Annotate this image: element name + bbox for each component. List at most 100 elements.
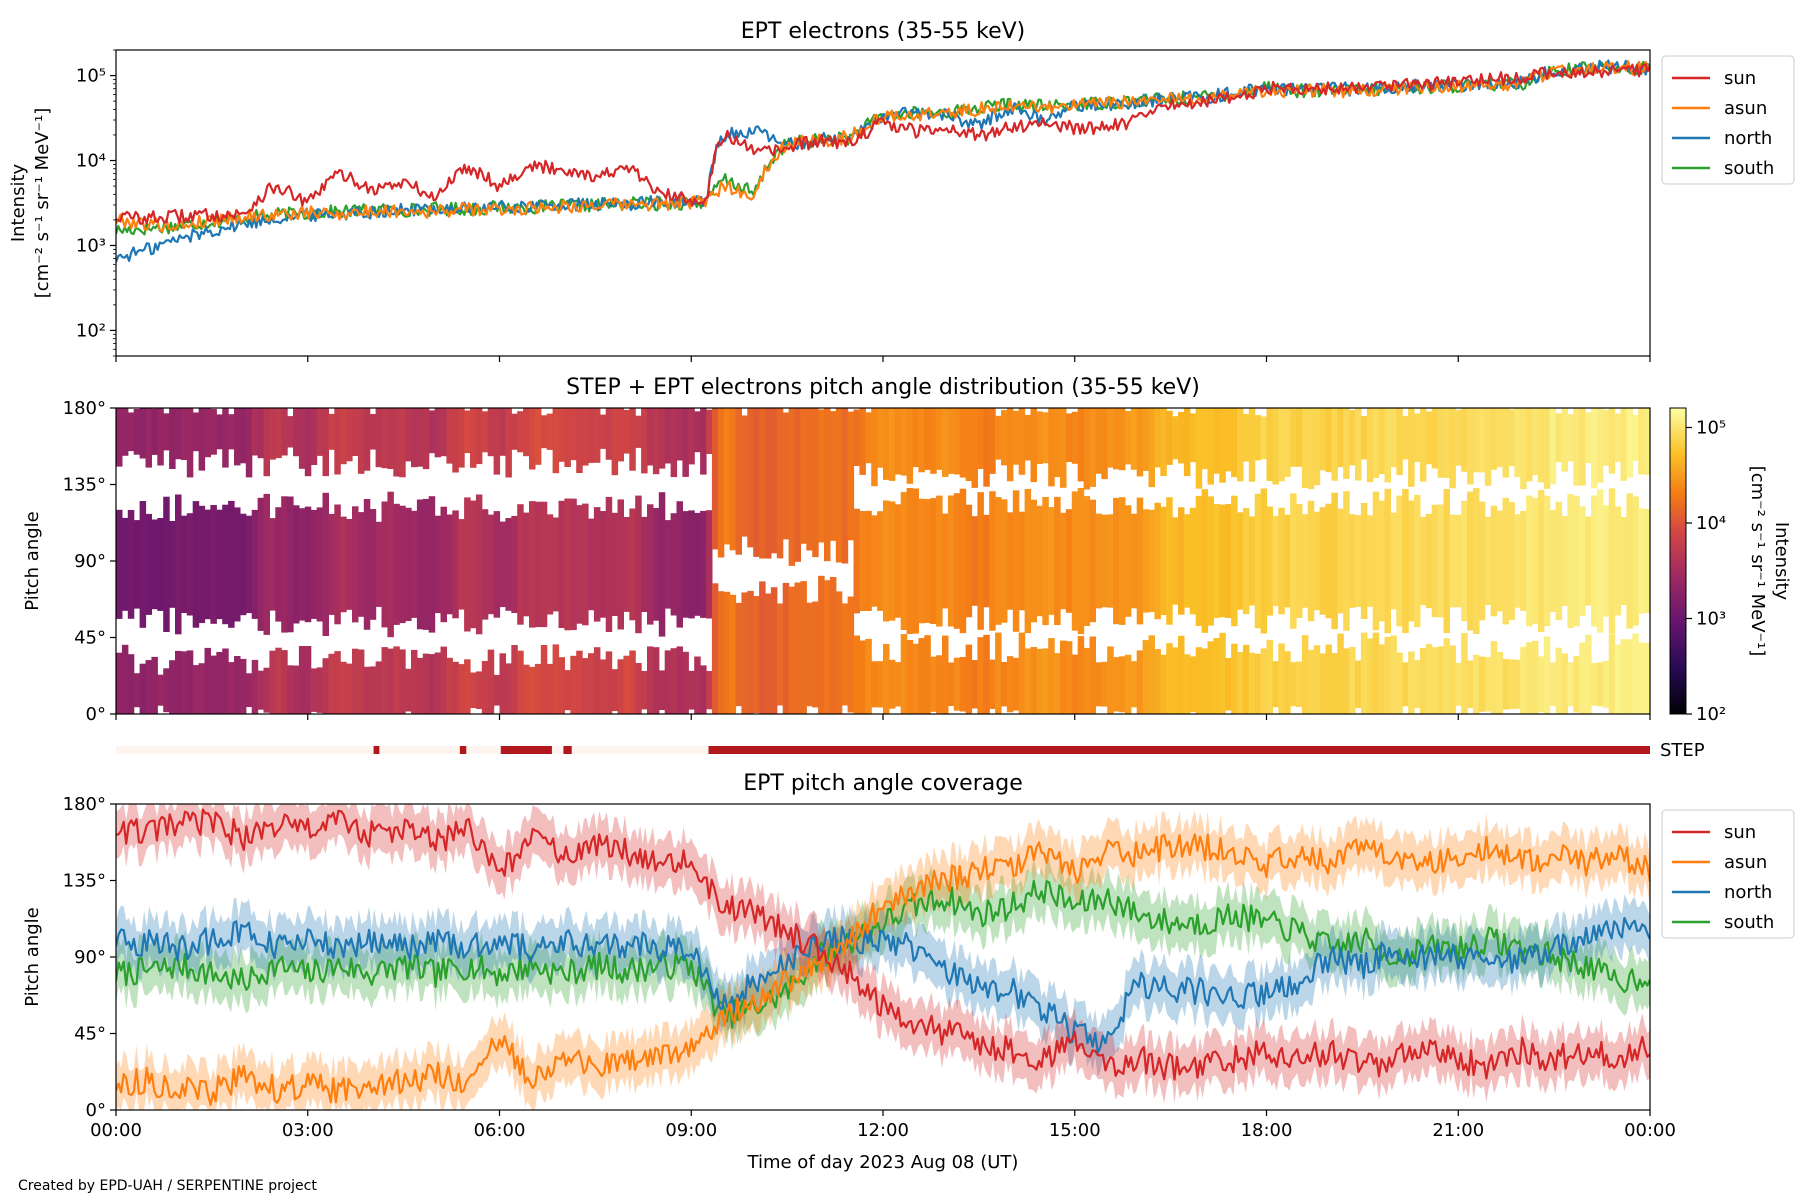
- pad-cell: [481, 411, 489, 453]
- pad-cell: [770, 408, 778, 554]
- pad-cell: [1508, 659, 1515, 710]
- pad-cell: [257, 670, 265, 710]
- pad-cell: [1036, 411, 1043, 464]
- pad-cell: [281, 650, 288, 714]
- pad-cell: [1467, 408, 1474, 485]
- pad-cell: [169, 521, 176, 608]
- pad-cell: [1455, 409, 1462, 466]
- coverage-xtick-label: 00:00: [1624, 1120, 1676, 1141]
- pad-cell: [434, 515, 442, 614]
- pad-cell: [316, 667, 324, 713]
- pad-cell: [989, 659, 996, 709]
- pad-cell: [599, 511, 607, 618]
- pad-cell: [859, 511, 866, 611]
- pad-cell: [387, 648, 394, 714]
- pad-cell: [552, 644, 560, 714]
- pad-cell: [1520, 511, 1527, 611]
- pad-cell: [670, 408, 678, 478]
- pad-cell: [942, 635, 949, 714]
- step-label: STEP: [1660, 740, 1705, 761]
- pad-cell: [275, 507, 282, 622]
- pad-cell: [658, 670, 666, 710]
- pad-cell: [570, 408, 577, 461]
- pad-cell: [1307, 649, 1315, 714]
- pad-cell: [1012, 657, 1020, 711]
- pad-cell: [1290, 408, 1297, 467]
- pad-cell: [1437, 646, 1445, 714]
- pad-cell: [1355, 660, 1362, 708]
- pad-cell: [127, 654, 135, 714]
- pad-cell: [664, 650, 672, 714]
- pad-cell: [405, 507, 412, 621]
- pad-cell: [1473, 654, 1480, 714]
- pad-cell: [340, 661, 347, 714]
- pad-cell: [133, 673, 141, 708]
- pad-cell: [1107, 514, 1114, 608]
- pad-cell: [924, 408, 931, 470]
- pad-cell: [582, 503, 589, 626]
- pad-cell: [1213, 638, 1220, 714]
- pad-cell: [1614, 413, 1622, 462]
- pad-cell: [1166, 497, 1173, 625]
- pad-cell: [947, 662, 955, 706]
- pad-cell: [647, 504, 654, 625]
- pad-cell: [729, 594, 737, 714]
- pad-cell: [1543, 636, 1551, 714]
- pad-cell: [835, 591, 843, 714]
- pad-cell: [871, 408, 878, 487]
- pad-cell: [1644, 408, 1650, 475]
- pad-cell: [688, 408, 695, 465]
- pad-cell: [711, 408, 719, 550]
- pad-cell: [605, 496, 613, 632]
- pad-cell: [847, 596, 855, 713]
- pad-cell: [1166, 643, 1173, 714]
- pad-cell: [493, 511, 501, 618]
- pad-cell: [1248, 408, 1256, 482]
- pad-cell: [163, 413, 170, 451]
- pad-cell: [558, 657, 565, 714]
- pad-cell: [1620, 408, 1627, 481]
- pad-cell: [1154, 408, 1161, 468]
- pad-cell: [169, 660, 176, 714]
- pad-cell: [1178, 507, 1185, 615]
- pad-cell: [1384, 636, 1391, 714]
- pad-cell: [493, 408, 501, 475]
- coverage-line-south: [116, 879, 1650, 1029]
- pad-cell: [234, 507, 241, 622]
- pad-cell: [611, 512, 619, 616]
- pad-cell: [1579, 642, 1586, 714]
- pad-cell: [552, 408, 560, 474]
- coverage-xtick-label: 18:00: [1241, 1120, 1293, 1141]
- pad-cell: [334, 651, 341, 714]
- pad-cell: [1337, 633, 1344, 714]
- pad-cell: [1396, 408, 1403, 475]
- pad-cell: [1555, 413, 1563, 463]
- pad-cell: [1024, 648, 1032, 714]
- pad-cell: [1591, 663, 1598, 706]
- pad-cell: [281, 408, 288, 456]
- pad-cell: [1467, 660, 1474, 709]
- pad-cell: [428, 410, 436, 454]
- pad-cell: [1278, 507, 1285, 615]
- pad-cell: [1213, 504, 1220, 618]
- pad-cell: [1130, 661, 1138, 708]
- pad-cell: [139, 501, 147, 628]
- pad-cell: [334, 504, 341, 625]
- pad-cell: [369, 666, 377, 714]
- pad-cell: [1532, 498, 1539, 624]
- pad-cell: [304, 506, 312, 623]
- pad-cell: [818, 409, 825, 543]
- pad-cell: [995, 415, 1002, 460]
- pad-cell: [1644, 509, 1650, 613]
- pad-cell: [1189, 413, 1197, 463]
- pad-cell: [293, 665, 300, 714]
- colorbar-label-line1: Intensity: [1771, 522, 1792, 601]
- pad-cell: [1396, 495, 1403, 627]
- pad-cell: [145, 660, 152, 714]
- coverage-xtick-label: 09:00: [665, 1120, 717, 1141]
- pad-cell: [452, 661, 459, 714]
- pad-cell: [1520, 408, 1527, 490]
- pad-cell: [1272, 661, 1279, 708]
- pad-cell: [133, 520, 141, 609]
